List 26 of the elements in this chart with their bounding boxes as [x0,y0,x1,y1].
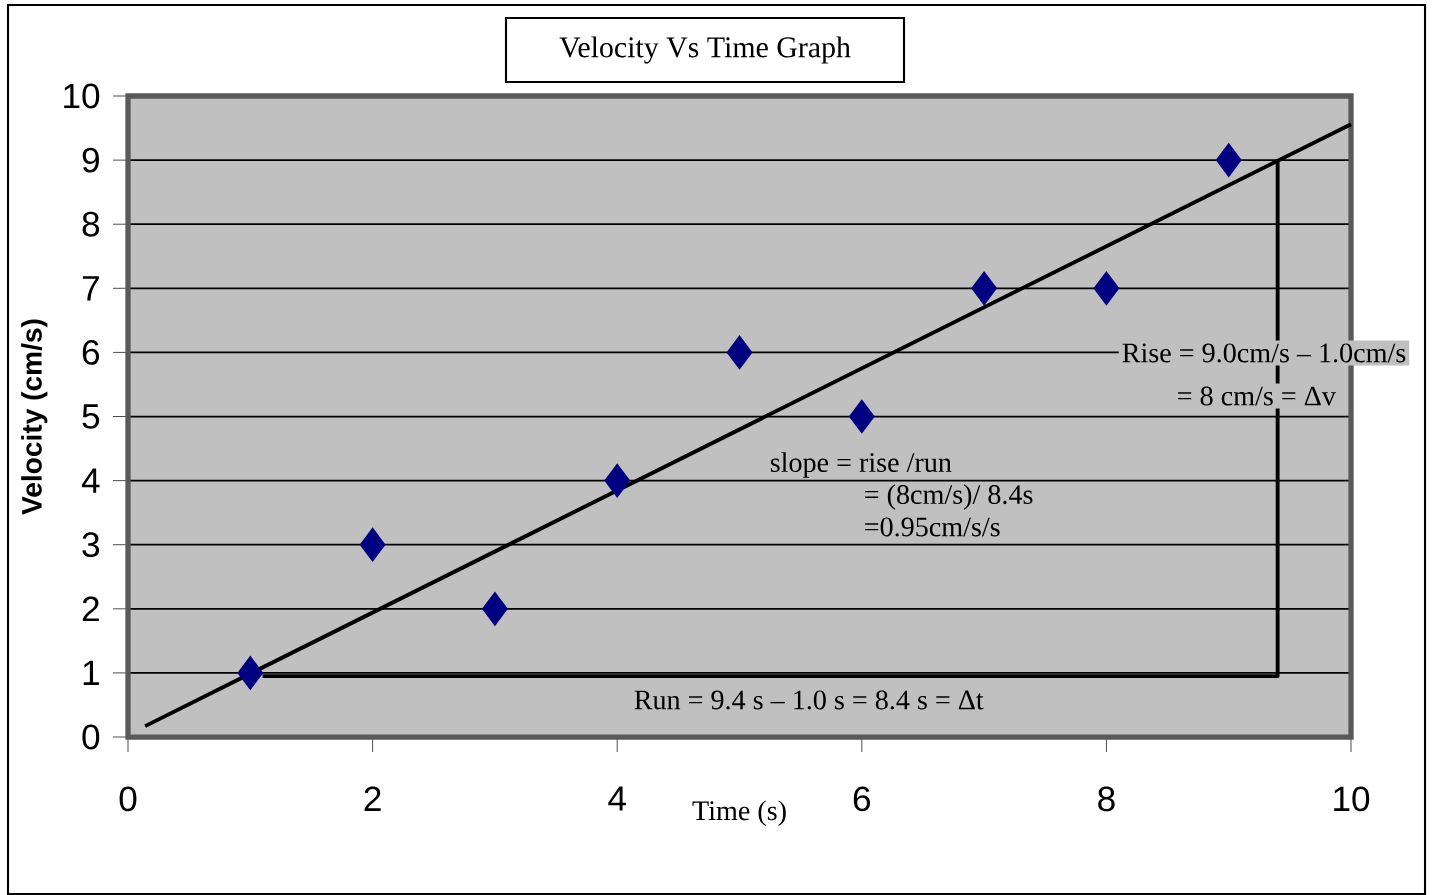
annotation: Rise = 9.0cm/s – 1.0cm/s [1122,343,1406,363]
y-tick-label: 4 [81,468,100,493]
x-tick-label: 6 [853,786,871,812]
x-tick-label: 10 [1334,786,1370,812]
y-tick-label: 9 [82,147,99,173]
y-tick-label: 3 [82,532,100,558]
x-tick-label: 8 [1098,786,1115,812]
y-tick-label: 1 [83,660,99,685]
x-tick-label: 2 [364,786,381,811]
y-tick-label: 10 [64,83,100,109]
annotation: =0.95cm/s/s [865,517,1000,537]
annotation: = 8 cm/s = Δv [1178,386,1336,406]
x-tick-label: 4 [608,786,626,811]
y-tick-label: 7 [82,276,99,301]
x-tick-label: 0 [119,786,137,812]
y-axis-title: Velocity (cm/s) [21,319,48,515]
y-tick-label: 2 [82,596,99,622]
y-tick-label: 5 [82,404,100,429]
annotation: = (8cm/s)/ 8.4s [865,484,1033,510]
y-tick-label: 0 [82,724,100,750]
x-axis-title: Time (s) [692,800,786,826]
annotation: Run = 9.4 s – 1.0 s = 8.4 s = Δt [634,690,984,710]
chart-title: Velocity Vs Time Graph [559,36,851,64]
annotation: slope = rise /run [770,452,952,478]
y-tick-label: 8 [82,211,100,237]
y-tick-label: 6 [82,339,100,365]
